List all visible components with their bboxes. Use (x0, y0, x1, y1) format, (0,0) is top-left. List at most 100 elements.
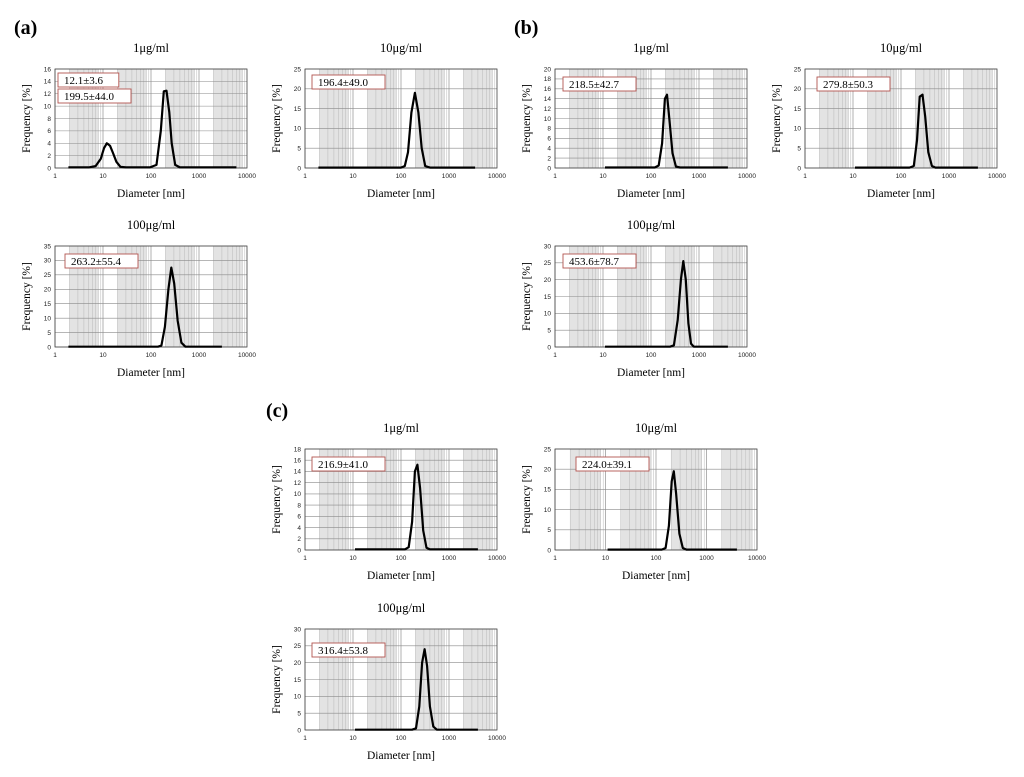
y-tick-label: 0 (547, 344, 551, 351)
distribution-curve (355, 648, 478, 731)
y-tick-label: 30 (44, 258, 52, 265)
y-tick-label: 6 (297, 514, 301, 521)
y-tick-label: 5 (47, 330, 51, 337)
y-tick-label: 10 (544, 116, 552, 123)
distribution-curve (68, 266, 222, 348)
x-tick-label: 10000 (488, 555, 506, 562)
y-tick-label: 15 (544, 487, 552, 494)
annotation-box (562, 253, 637, 269)
y-tick-label: 20 (294, 86, 302, 93)
x-tick-label: 100 (646, 173, 657, 180)
y-axis-title: Frequency [%] (21, 262, 33, 331)
x-axis-title: Diameter [nm] (617, 188, 685, 200)
y-tick-label: 25 (544, 260, 552, 267)
x-tick-label: 1000 (692, 352, 707, 359)
chart-title: 10μg/ml (635, 421, 678, 435)
annotation-box (816, 76, 891, 92)
x-tick-label: 1 (553, 352, 557, 359)
x-tick-label: 10000 (748, 555, 766, 562)
y-tick-label: 25 (794, 66, 802, 73)
x-tick-label: 1000 (442, 555, 457, 562)
y-tick-label: 30 (294, 626, 302, 633)
y-tick-label: 0 (797, 165, 801, 172)
x-axis-title: Diameter [nm] (867, 188, 935, 200)
y-tick-label: 0 (297, 547, 301, 554)
x-axis-title: Diameter [nm] (117, 367, 185, 379)
y-tick-label: 5 (797, 146, 801, 153)
x-axis-title: Diameter [nm] (117, 188, 185, 200)
y-tick-label: 10 (294, 491, 302, 498)
y-tick-label: 18 (294, 446, 302, 453)
distribution-curve (68, 89, 237, 169)
x-tick-label: 100 (396, 173, 407, 180)
x-tick-label: 1000 (699, 555, 714, 562)
x-tick-label: 1000 (692, 173, 707, 180)
x-axis-title: Diameter [nm] (367, 750, 435, 762)
annotation-text: 279.8±50.3 (823, 79, 874, 91)
annotation-box (311, 74, 386, 90)
distribution-curve (355, 463, 478, 551)
chart-2: 0 5 10 15 20 25 1 10 100 1000 10000 10μg/ml Diameter… (271, 41, 506, 200)
x-tick-label: 10 (349, 173, 357, 180)
annotation-box (562, 76, 637, 92)
x-tick-label: 1 (803, 173, 807, 180)
y-tick-label: 25 (44, 272, 52, 279)
x-tick-label: 10000 (738, 352, 756, 359)
chart-9: 0 5 10 15 20 25 30 1 10 100 1000 10000 100μg/ml Diame… (271, 601, 506, 762)
y-axis-title: Frequency [%] (521, 465, 533, 534)
y-tick-label: 5 (547, 527, 551, 534)
y-tick-label: 15 (294, 106, 302, 113)
chart-8: 0 5 10 15 20 25 1 10 100 1000 10000 10μg/ml Diameter… (521, 421, 766, 582)
chart-5: 0 5 10 15 20 25 1 10 100 1000 10000 10μg/ml Diameter… (771, 41, 1006, 200)
y-tick-label: 15 (794, 106, 802, 113)
y-tick-label: 6 (47, 128, 51, 135)
x-tick-label: 100 (396, 555, 407, 562)
x-tick-label: 10000 (488, 735, 506, 742)
x-tick-label: 100 (651, 555, 662, 562)
annotation-box (575, 456, 650, 472)
y-tick-label: 8 (297, 502, 301, 509)
y-tick-label: 5 (297, 146, 301, 153)
x-tick-label: 10000 (488, 173, 506, 180)
chart-title: 1μg/ml (383, 421, 419, 435)
chart-title: 1μg/ml (133, 41, 169, 55)
x-tick-label: 10 (349, 555, 357, 562)
x-tick-label: 10 (599, 173, 607, 180)
annotation-text: 316.4±53.8 (318, 645, 369, 657)
chart-1: 0 2 4 6 8 10 12 14 16 1 10 100 1000 10000 1μg/ml Diamet… (21, 41, 256, 200)
distribution-curve (605, 260, 728, 348)
distribution-curve (318, 91, 476, 169)
y-tick-label: 12 (544, 106, 552, 113)
annotation-text: 12.1±3.6 (64, 75, 104, 87)
y-tick-label: 10 (794, 126, 802, 133)
annotation-box (311, 642, 386, 658)
y-tick-label: 14 (544, 96, 552, 103)
x-tick-label: 10 (99, 173, 107, 180)
x-tick-label: 10 (599, 352, 607, 359)
y-tick-label: 5 (547, 327, 551, 334)
y-tick-label: 0 (547, 547, 551, 554)
x-tick-label: 1000 (192, 173, 207, 180)
y-axis-title: Frequency [%] (521, 84, 533, 153)
y-tick-label: 10 (44, 103, 52, 110)
y-axis-title: Frequency [%] (271, 84, 283, 153)
y-tick-label: 18 (544, 76, 552, 83)
y-tick-label: 12 (44, 91, 52, 98)
y-axis-title: Frequency [%] (21, 84, 33, 153)
chart-title: 10μg/ml (380, 41, 423, 55)
annotation-text: 453.6±78.7 (569, 256, 620, 268)
x-tick-label: 1 (303, 735, 307, 742)
y-tick-label: 12 (294, 480, 302, 487)
x-tick-label: 10 (849, 173, 857, 180)
y-tick-label: 16 (294, 458, 302, 465)
y-axis-title: Frequency [%] (271, 465, 283, 534)
y-axis-title: Frequency [%] (771, 84, 783, 153)
chart-title: 100μg/ml (627, 218, 676, 232)
x-tick-label: 100 (146, 352, 157, 359)
y-tick-label: 4 (547, 146, 551, 153)
y-tick-label: 10 (44, 315, 52, 322)
y-tick-label: 0 (297, 165, 301, 172)
chart-6: 0 5 10 15 20 25 30 1 10 100 1000 10000 100μg/ml Diame… (521, 218, 756, 379)
x-tick-label: 1 (53, 173, 57, 180)
